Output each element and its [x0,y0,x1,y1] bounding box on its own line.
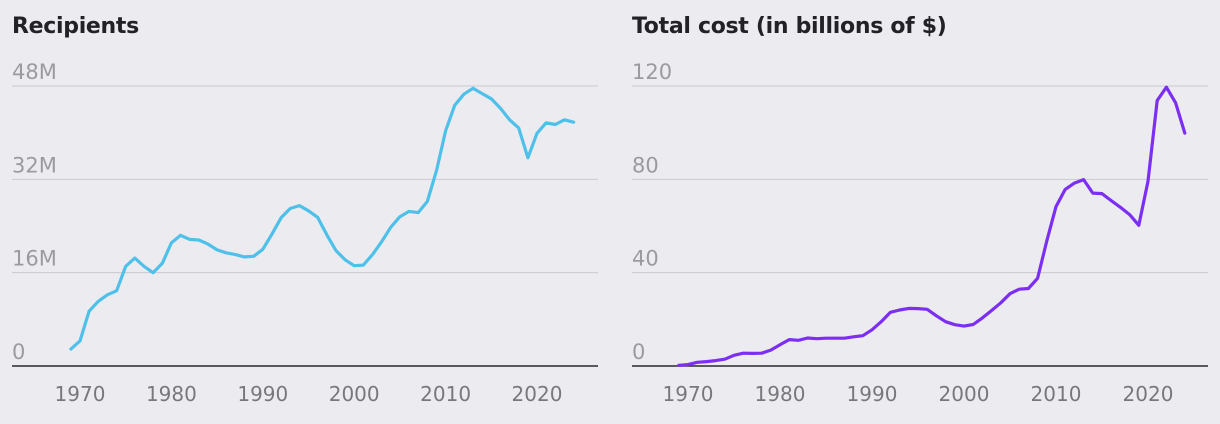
cost-x-tick-label: 1970 [663,382,714,406]
recipients-chart: 0 16M 32M 48M 1970 1980 1990 2000 2010 2020 [12,60,598,406]
recipients-x-tick-label: 1990 [237,382,288,406]
recipients-x-tick-label: 1970 [55,382,106,406]
recipients-x-tick-label: 2020 [512,382,563,406]
cost-series-line [677,85,1187,367]
recipients-x-tick-label: 1980 [146,382,197,406]
cost-chart-title: Total cost (in billions of $) [632,14,947,39]
cost-y-tick-label: 40 [632,247,659,271]
recipients-x-tick-label: 2010 [420,382,471,406]
cost-x-tick-label: 2000 [939,382,990,406]
recipients-y-tick-label: 48M [12,60,57,84]
cost-chart: 0 40 80 120 1970 1980 1990 2000 2010 2020 [632,60,1208,406]
cost-y-tick-label: 120 [632,60,672,84]
recipients-y-tick-label: 0 [12,340,25,364]
recipients-x-tick-label: 2000 [329,382,380,406]
recipients-y-tick-label: 16M [12,247,57,271]
cost-x-tick-label: 1990 [847,382,898,406]
cost-y-tick-label: 80 [632,153,659,177]
recipients-series-line [69,86,576,351]
cost-x-tick-label: 2010 [1031,382,1082,406]
cost-x-tick-label: 2020 [1123,382,1174,406]
recipients-chart-title: Recipients [12,14,139,39]
cost-x-tick-label: 1980 [755,382,806,406]
cost-y-tick-label: 0 [632,340,645,364]
recipients-y-tick-label: 32M [12,153,57,177]
